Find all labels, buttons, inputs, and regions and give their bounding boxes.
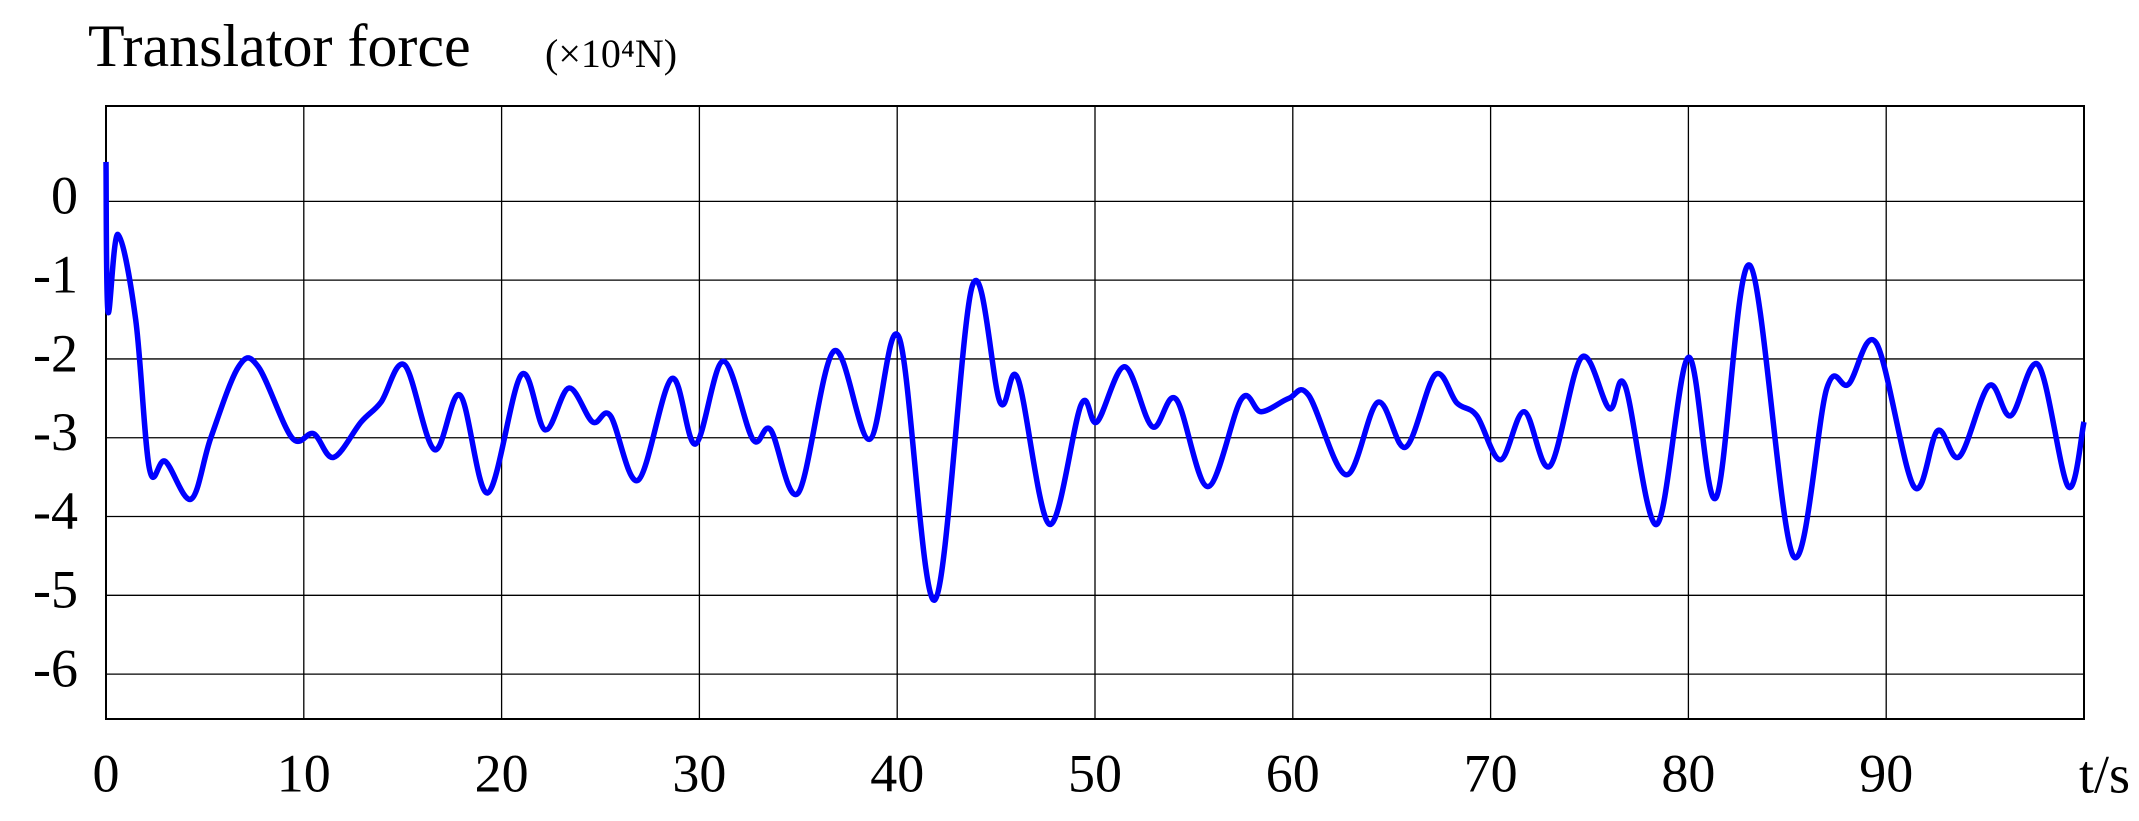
x-tick-label: 50	[1068, 743, 1122, 803]
y-tick-label: -4	[33, 481, 78, 541]
y-tick-label: -5	[33, 560, 78, 620]
x-tick-label: 80	[1661, 743, 1715, 803]
unit-label: (×10⁴N)	[545, 31, 677, 76]
data-line	[103, 161, 2087, 603]
y-tick-label: -6	[33, 638, 78, 698]
y-tick-label: -1	[33, 245, 78, 305]
x-tick-label: 70	[1464, 743, 1518, 803]
x-tick-label: 60	[1266, 743, 1320, 803]
y-tick-label: -3	[33, 402, 78, 462]
x-tick-label: 0	[93, 743, 120, 803]
chart-title: Translator force	[88, 13, 471, 79]
x-tick-label: 10	[277, 743, 331, 803]
x-tick-label: 30	[672, 743, 726, 803]
y-tick-label: -2	[33, 323, 78, 383]
y-tick-label: 0	[51, 166, 78, 226]
x-axis-label: t/s	[2079, 744, 2130, 804]
x-tick-label: 90	[1859, 743, 1913, 803]
plot-frame	[105, 105, 2085, 720]
x-tick-label: 20	[475, 743, 529, 803]
x-tick-label: 40	[870, 743, 924, 803]
